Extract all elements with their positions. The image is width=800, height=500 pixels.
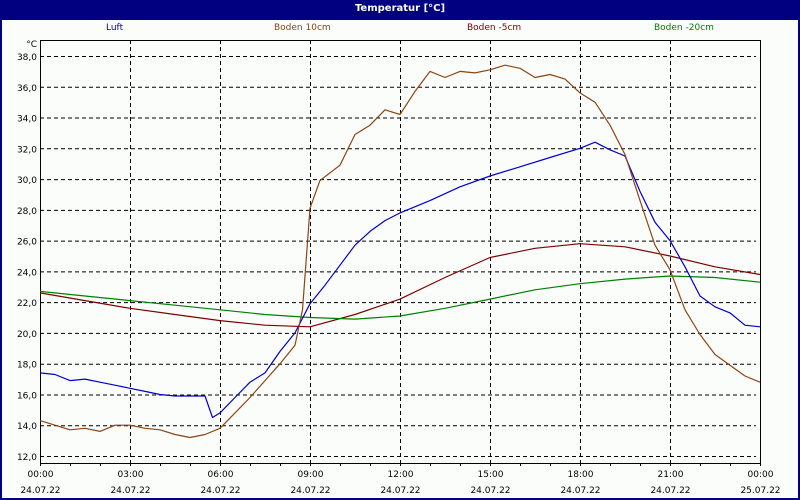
y-tick-label: 38,0 [17,53,37,63]
window-title: Temperatur [°C] [354,3,446,14]
x-tick-date: 24.07.22 [470,486,510,496]
x-tick-date: 25.07.22 [740,486,780,496]
series-line-boden-5cm [39,243,761,328]
x-tick-date: 24.07.22 [290,486,330,496]
series-line-luft [39,141,761,419]
x-tick-date: 24.07.22 [560,486,600,496]
y-tick-label: 12,0 [17,453,37,463]
legend-luft: Luft [106,23,124,33]
y-tick-label: 30,0 [17,176,37,186]
y-tick-label: 24,0 [17,268,37,278]
x-tick-time: 09:00 [298,470,324,480]
x-tick-date: 24.07.22 [20,486,60,496]
x-tick-time: 06:00 [208,470,234,480]
legend-boden-5cm: Boden -5cm [467,23,522,33]
x-tick-date: 24.07.22 [380,486,420,496]
plot-frame [40,40,761,464]
x-tick-date: 24.07.22 [200,486,240,496]
x-tick-time: 00:00 [748,470,774,480]
series-line-boden-10cm [39,64,761,439]
x-tick-date: 24.07.22 [650,486,690,496]
y-tick-label: 26,0 [17,238,37,248]
y-unit-label: °C [26,40,37,50]
legend-boden-10cm: Boden 10cm [274,23,331,33]
y-tick-label: 34,0 [17,115,37,125]
y-tick-label: 20,0 [17,330,37,340]
x-tick-time: 18:00 [568,470,594,480]
y-tick-label: 36,0 [17,84,37,94]
y-tick-label: 32,0 [17,145,37,155]
y-tick-label: 16,0 [17,391,37,401]
y-tick-label: 18,0 [17,361,37,371]
y-tick-label: 22,0 [17,299,37,309]
x-tick-time: 12:00 [388,470,414,480]
x-tick-date: 24.07.22 [110,486,150,496]
x-tick-time: 15:00 [478,470,504,480]
x-tick-time: 00:00 [28,470,54,480]
series-line-boden-20cm [39,275,761,320]
y-tick-label: 28,0 [17,207,37,217]
y-tick-label: 14,0 [17,422,37,432]
legend-boden-20cm: Boden -20cm [654,23,714,33]
x-tick-time: 21:00 [658,470,684,480]
x-tick-time: 03:00 [118,470,144,480]
